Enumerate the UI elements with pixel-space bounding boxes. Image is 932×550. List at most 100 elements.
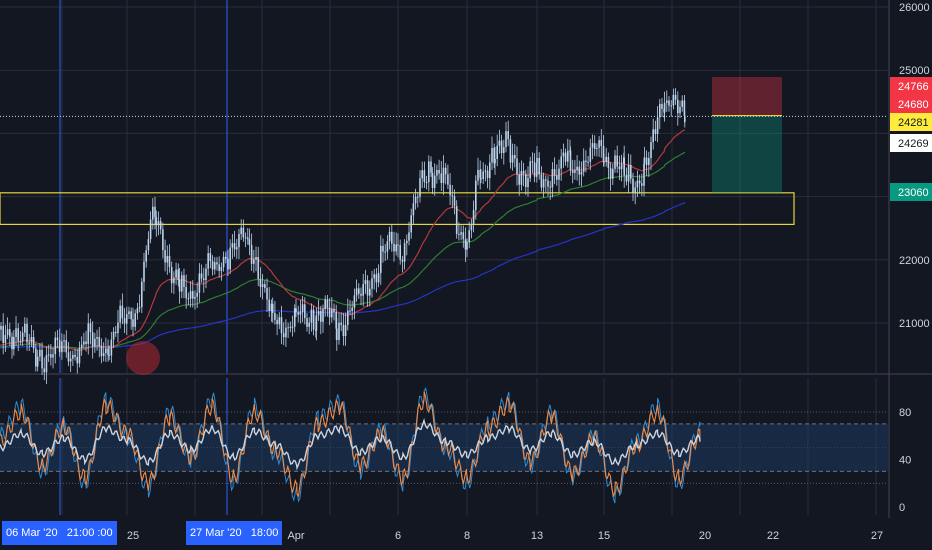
candle-body [551, 169, 554, 188]
candle-body [282, 333, 285, 338]
candle-body [652, 129, 654, 143]
candle-body [333, 309, 335, 313]
candle-body [366, 280, 369, 296]
candle-body [369, 288, 371, 296]
price-badge-text: 24269 [898, 138, 929, 150]
candle-body [403, 243, 406, 262]
candle-body [638, 180, 641, 184]
candle-body [547, 180, 549, 187]
price-axis-label: 25000 [899, 65, 930, 77]
price-axis-label: 22000 [899, 255, 930, 267]
candle-body [191, 291, 194, 299]
candle-body [428, 161, 430, 183]
candle-body [63, 340, 65, 342]
candle-body [509, 139, 512, 163]
candle-body [447, 174, 449, 185]
candle-body [386, 241, 389, 252]
candle-body [238, 233, 240, 248]
candle-body [211, 261, 214, 270]
candles [0, 88, 686, 384]
candle-body [121, 305, 124, 319]
candle-body [293, 308, 296, 327]
candle-body [641, 183, 643, 186]
candle-body [147, 239, 150, 251]
candle-body [117, 322, 119, 334]
time-axis-label: 22 [767, 530, 779, 542]
candle-body [553, 169, 556, 176]
candle-body [585, 160, 587, 162]
candle-body [522, 171, 525, 174]
stop-loss-area [712, 76, 782, 116]
candle-body [271, 303, 274, 313]
short-position-tool[interactable] [712, 76, 782, 193]
candle-body [145, 250, 147, 262]
candle-body [306, 318, 308, 327]
candle-body [609, 168, 612, 179]
candle-body [484, 170, 487, 172]
candle-body [468, 230, 470, 243]
candle-body [242, 227, 245, 238]
candle-body [295, 308, 297, 313]
candle-body [412, 203, 415, 216]
price-badge-text: 24680 [898, 99, 929, 111]
support-zone[interactable] [0, 192, 795, 226]
candle-body [155, 217, 158, 226]
candle-body [289, 326, 292, 328]
candle-body [480, 178, 482, 180]
candle-body [35, 348, 37, 367]
candle-body [605, 156, 607, 162]
candle-body [351, 307, 353, 311]
candle-body [562, 152, 565, 157]
candle-body [74, 354, 76, 357]
candle-body [636, 180, 639, 188]
candle-body [408, 232, 410, 241]
candle-body [108, 354, 110, 356]
candle-body [455, 205, 458, 234]
candle-body [612, 168, 614, 179]
candle-body [297, 312, 299, 315]
candle-body [340, 322, 342, 325]
candle-body [659, 103, 661, 118]
candle-body [479, 169, 481, 179]
candle-body [114, 331, 117, 334]
axes: 26000 25000 22000 21000 24766 24680 24281 24269… [127, 2, 932, 542]
candle-body [2, 325, 4, 343]
ma-red-line [0, 129, 686, 352]
candle-body [654, 129, 657, 134]
candle-body [380, 245, 382, 273]
candle-body [244, 237, 247, 239]
price-badge-text: 24766 [898, 81, 929, 93]
candle-body [353, 295, 356, 308]
candle-body [183, 275, 185, 288]
candle-body [388, 231, 391, 242]
candle-body [278, 317, 281, 325]
candle-body [475, 180, 477, 211]
candle-body [280, 317, 283, 334]
candle-body [677, 99, 679, 114]
crosshair-date-badge-1: 06 Mar '20 21:00 :00 [2, 521, 117, 545]
candle-body [180, 275, 183, 292]
candle-body [264, 284, 266, 288]
grid [0, 0, 932, 518]
candle-body [431, 172, 434, 188]
candle-body [567, 150, 569, 162]
candle-body [536, 157, 538, 163]
candle-body [246, 237, 249, 240]
candle-body [47, 354, 50, 356]
candle-body [661, 103, 663, 109]
candle-body [430, 161, 432, 173]
candle-body [360, 293, 362, 296]
candle-body [67, 352, 70, 362]
candle-body [123, 318, 126, 324]
candle-body [240, 227, 242, 234]
candle-body [614, 155, 616, 169]
candle-body [56, 337, 59, 340]
price-badge-stop [890, 77, 932, 95]
candle-body [21, 332, 24, 342]
candle-body [36, 356, 39, 367]
candle-body [486, 170, 489, 178]
candle-body [76, 356, 79, 364]
price-axis-label: 26000 [899, 2, 930, 14]
